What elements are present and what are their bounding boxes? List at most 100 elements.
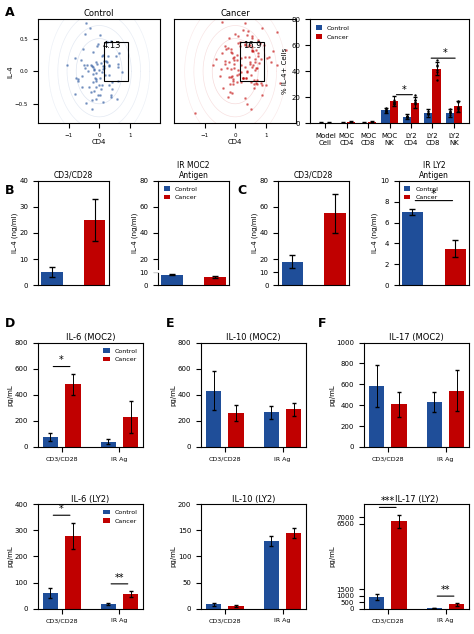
Point [382, 107, 389, 117]
Point [99, 61, 107, 71]
Point [368, 117, 376, 127]
Point [390, 100, 398, 110]
Point [227, 79, 234, 89]
Bar [427, 402, 442, 447]
Point [223, 63, 231, 73]
Point [235, 31, 242, 41]
Point [237, 60, 245, 70]
Point [90, 61, 97, 72]
Point [92, 68, 100, 78]
Point [326, 118, 333, 128]
Point [231, 63, 238, 74]
Point [244, 41, 252, 51]
Point [360, 117, 368, 127]
Point [433, 67, 440, 77]
Y-axis label: IL-4 (ng/ml): IL-4 (ng/ml) [372, 213, 378, 253]
Title: IR MOC2
Antigen: IR MOC2 Antigen [177, 160, 210, 180]
Point [326, 117, 333, 127]
Point [100, 63, 108, 73]
Point [347, 117, 355, 127]
Point [242, 93, 249, 103]
Point [102, 56, 109, 66]
Bar [264, 541, 279, 609]
Point [103, 37, 111, 48]
Bar [123, 417, 138, 447]
Point [245, 51, 253, 61]
Bar [402, 212, 423, 285]
Point [225, 72, 233, 82]
Point [236, 37, 243, 48]
Point [368, 117, 376, 127]
Point [241, 39, 248, 49]
Legend: Control, Cancer: Control, Cancer [161, 184, 201, 203]
Point [234, 38, 241, 48]
Point [74, 74, 82, 84]
Point [229, 79, 237, 89]
Bar [286, 533, 301, 609]
Y-axis label: pg/mL: pg/mL [329, 546, 335, 567]
Point [411, 98, 419, 108]
Point [246, 40, 254, 50]
Point [230, 52, 238, 62]
Point [276, 79, 283, 89]
Point [242, 72, 249, 82]
Point [237, 77, 244, 87]
Point [71, 53, 79, 63]
Point [100, 50, 107, 60]
Point [258, 23, 266, 34]
Point [446, 107, 454, 117]
Point [250, 82, 258, 93]
Bar [325, 123, 334, 124]
Point [233, 50, 241, 60]
Point [368, 117, 376, 127]
Point [382, 103, 389, 113]
Point [81, 63, 88, 73]
Y-axis label: pg/mL: pg/mL [7, 384, 13, 406]
Point [210, 60, 217, 70]
Bar [123, 594, 138, 609]
Point [326, 118, 333, 128]
Bar [161, 275, 183, 285]
Point [403, 111, 411, 121]
Title: IR LY2
Antigen: IR LY2 Antigen [419, 160, 449, 180]
Point [433, 65, 440, 75]
Point [90, 64, 97, 74]
Bar [390, 101, 398, 124]
Point [112, 51, 119, 61]
Point [231, 29, 239, 39]
Point [107, 90, 115, 100]
Bar [65, 536, 81, 609]
Point [248, 46, 255, 56]
Point [227, 65, 235, 75]
Point [283, 45, 290, 55]
Bar [360, 123, 368, 124]
Bar [228, 413, 244, 447]
Point [247, 77, 255, 87]
Point [229, 53, 237, 63]
Point [300, 45, 307, 55]
Point [224, 92, 232, 102]
Point [247, 10, 255, 20]
Y-axis label: IL-4: IL-4 [8, 65, 13, 77]
Point [84, 66, 92, 76]
Point [368, 117, 376, 127]
Bar [347, 122, 355, 124]
Point [318, 117, 325, 127]
Point [257, 78, 265, 88]
Point [255, 58, 263, 68]
Point [233, 70, 241, 81]
Legend: Control, Cancer: Control, Cancer [101, 507, 140, 526]
Point [411, 95, 419, 105]
Point [228, 88, 236, 98]
Point [248, 33, 256, 43]
Bar [84, 220, 105, 285]
Point [236, 68, 243, 79]
Point [433, 55, 440, 65]
Point [218, 64, 225, 74]
Point [326, 118, 333, 128]
Point [347, 117, 355, 127]
Point [253, 63, 261, 73]
Point [92, 74, 100, 84]
Point [105, 61, 113, 71]
Point [433, 61, 440, 71]
